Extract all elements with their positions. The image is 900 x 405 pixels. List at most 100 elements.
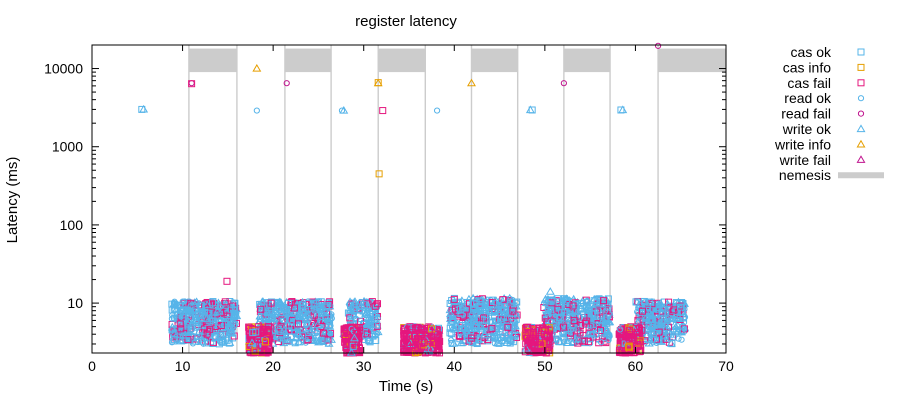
x-tick-label: 60 — [628, 358, 644, 374]
point-cas-info — [375, 170, 383, 178]
x-tick-label: 0 — [88, 358, 96, 374]
point-write-ok — [346, 348, 356, 356]
point-read-ok — [282, 311, 290, 318]
point-write-ok — [555, 337, 565, 346]
point-cas-ok — [583, 302, 591, 310]
point-read-ok — [600, 305, 607, 312]
point-cas-ok — [266, 307, 274, 315]
point-cas-fail — [221, 298, 229, 306]
point-cas-ok — [274, 325, 282, 333]
point-cas-ok — [283, 336, 291, 344]
point-cas-fail — [250, 330, 258, 338]
point-cas-ok — [483, 316, 491, 324]
point-cas-fail — [412, 344, 420, 352]
point-cas-ok — [578, 307, 586, 315]
point-write-ok — [176, 336, 186, 345]
point-cas-fail — [250, 348, 258, 356]
point-cas-ok — [299, 332, 307, 340]
legend-label-read-ok: read ok — [784, 90, 832, 106]
point-cas-fail — [324, 336, 332, 344]
point-read-ok — [616, 326, 624, 333]
point-cas-fail — [400, 329, 408, 337]
point-read-ok — [681, 301, 688, 309]
point-cas-ok — [300, 312, 308, 320]
point-cas-ok — [223, 336, 231, 344]
point-write-ok — [279, 325, 289, 334]
point-cas-fail — [176, 320, 184, 328]
point-write-ok — [483, 303, 493, 312]
point-write-ok — [507, 295, 517, 304]
x-tick-label: 20 — [265, 358, 281, 374]
point-cas-ok — [280, 303, 288, 311]
y-tick-label: 10 — [67, 295, 83, 311]
point-write-ok — [541, 294, 551, 303]
point-cas-fail — [308, 298, 316, 306]
point-write-ok — [458, 329, 468, 337]
point-cas-ok — [371, 331, 379, 339]
point-cas-ok — [373, 321, 381, 329]
point-read-ok — [168, 339, 176, 346]
point-cas-ok — [463, 330, 471, 338]
point-cas-fail — [258, 342, 266, 350]
point-cas-fail — [451, 305, 459, 313]
point-cas-fail — [450, 295, 458, 303]
point-read-ok — [470, 317, 477, 324]
point-read-ok — [675, 335, 682, 342]
point-cas-ok — [180, 314, 188, 322]
point-cas-ok — [495, 339, 503, 347]
point-cas-fail — [597, 327, 605, 335]
point-read-ok — [509, 323, 516, 331]
point-write-ok — [545, 287, 555, 295]
legend-swatch-write-ok — [856, 124, 866, 133]
point-read-ok — [322, 307, 329, 314]
point-cas-fail — [341, 335, 349, 343]
legend-label-cas-fail: cas fail — [787, 75, 831, 91]
point-write-ok — [491, 296, 501, 305]
point-cas-ok — [209, 340, 217, 348]
legend-swatch-write-fail — [856, 155, 866, 163]
point-cas-fail — [346, 314, 354, 322]
point-write-ok — [363, 310, 373, 318]
point-read-ok — [681, 325, 688, 332]
point-cas-fail — [436, 337, 444, 345]
y-tick-label: 100 — [60, 217, 84, 233]
point-cas-ok — [617, 106, 625, 114]
point-cas-ok — [470, 306, 478, 314]
point-cas-info — [428, 325, 436, 333]
point-cas-fail — [400, 327, 408, 335]
point-cas-fail — [184, 336, 192, 344]
point-cas-fail — [206, 325, 214, 333]
point-cas-fail — [623, 347, 631, 355]
point-cas-fail — [488, 324, 496, 332]
legend-swatch-cas-info — [857, 63, 865, 71]
point-cas-ok — [528, 106, 536, 114]
point-cas-ok — [473, 330, 481, 338]
point-cas-ok — [491, 307, 499, 315]
point-cas-ok — [643, 306, 651, 314]
point-cas-fail — [635, 325, 643, 333]
point-read-ok — [657, 321, 664, 328]
point-write-ok — [450, 324, 460, 333]
point-cas-fail — [600, 297, 608, 305]
point-read-ok — [643, 332, 650, 340]
point-read-ok — [650, 336, 658, 343]
point-read-fail — [654, 42, 662, 49]
point-cas-ok — [676, 303, 684, 311]
point-read-ok — [364, 336, 371, 344]
point-cas-ok — [284, 299, 292, 307]
point-write-ok — [673, 297, 683, 306]
nemesis-band-0 — [188, 48, 237, 73]
point-write-ok — [313, 298, 323, 307]
point-cas-fail — [290, 304, 298, 312]
legend-swatch-cas-ok — [857, 48, 865, 56]
point-write-ok — [363, 303, 373, 312]
point-read-ok — [509, 332, 517, 339]
point-read-ok — [253, 107, 260, 114]
point-write-ok — [602, 325, 612, 334]
point-cas-fail — [636, 338, 644, 346]
nemesis-band-5 — [658, 48, 726, 73]
point-cas-ok — [590, 297, 598, 305]
point-cas-ok — [179, 306, 187, 314]
point-cas-fail — [524, 323, 532, 331]
point-read-ok — [318, 311, 325, 318]
